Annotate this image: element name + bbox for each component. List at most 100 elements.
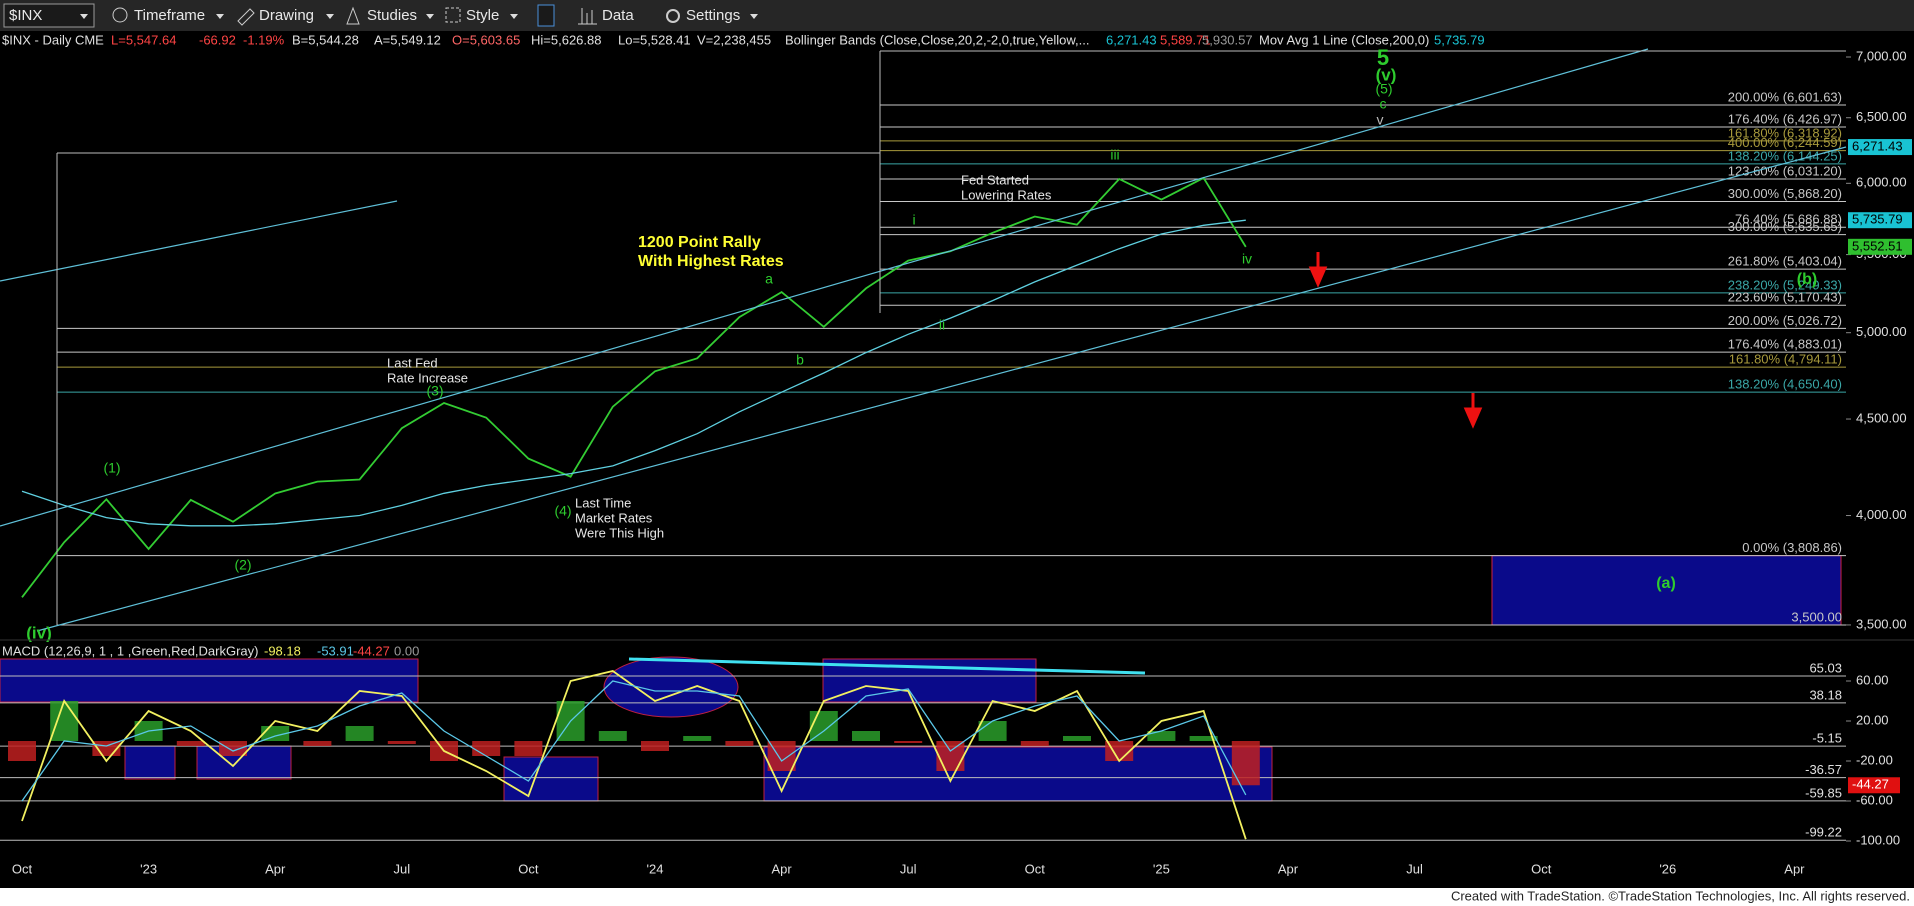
histogram-bar (683, 736, 712, 741)
red-arrow (1463, 393, 1483, 429)
symbol[interactable]: $INX (9, 7, 42, 24)
series-line (21, 176, 1247, 598)
y-tick-label: 60.00 (1856, 672, 1889, 687)
price-tag-label: 6,271.43 (1852, 138, 1903, 153)
x-tick-label: Jul (900, 861, 917, 876)
wave-label: c (1380, 96, 1387, 112)
x-tick-label: Jul (393, 861, 410, 876)
fib-label: 3,500.00 (1791, 609, 1842, 624)
y-tick-label: 6,500.00 (1856, 109, 1907, 124)
fib-label: 223.60% (5,170.43) (1728, 290, 1842, 305)
wave-label: ii (939, 317, 945, 333)
macd-level-label: 65.03 (1809, 660, 1842, 675)
wave-label: (iv) (26, 623, 52, 642)
y-tick-label: -20.00 (1856, 752, 1893, 767)
fib-label: 176.40% (6,426.97) (1728, 111, 1842, 126)
red-arrow (1308, 252, 1328, 288)
histogram-bar (303, 741, 332, 746)
highlight-box (124, 745, 176, 780)
fib-label: 161.80% (6,318.92) (1728, 125, 1842, 140)
channel-line (0, 200, 398, 282)
highlight-ellipse (603, 656, 739, 718)
macd-level-label: -36.57 (1805, 762, 1842, 777)
fib-label: 238.20% (5,249.33) (1728, 277, 1842, 292)
fib-label: 138.20% (6,144.25) (1728, 148, 1842, 163)
fib-label: 176.40% (4,883.01) (1728, 337, 1842, 352)
channel-line (36, 146, 1847, 632)
x-tick-label: Oct (12, 861, 33, 876)
histogram-bar (50, 701, 79, 741)
style-icon (445, 7, 461, 23)
annotation: 1200 Point Rally (638, 234, 761, 251)
wave-label: i (912, 212, 915, 228)
quote: Hi=5,626.88 (531, 32, 601, 47)
x-tick-label: Apr (1784, 861, 1805, 876)
wave-label: v (1377, 112, 1384, 128)
wave-label: (3) (426, 383, 443, 399)
fib-label: 161.80% (4,794.11) (1729, 352, 1842, 367)
menu-item[interactable]: Settings (686, 7, 740, 24)
wave-label: b (796, 352, 804, 368)
macd-reading: -53.91 (317, 643, 354, 658)
x-tick-label: '24 (647, 861, 664, 876)
histogram-bar (1105, 741, 1134, 761)
macd-reading: -98.18 (264, 643, 301, 658)
menu-item[interactable]: Timeframe (134, 7, 205, 24)
histogram-bar (1063, 736, 1091, 741)
histogram-bar (936, 741, 965, 771)
wave-label: iv (1242, 251, 1252, 267)
fib-label: 300.00% (5,635.65) (1728, 219, 1842, 234)
menu-item[interactable]: Data (602, 7, 634, 24)
histogram-bar (387, 741, 416, 744)
histogram-bar (641, 741, 669, 751)
settings-icon (666, 9, 680, 23)
histogram-bar (1147, 731, 1176, 741)
macd-reading: -44.27 (353, 643, 390, 658)
wave-label: (a) (1656, 575, 1676, 592)
annotation: Last Fed (387, 355, 438, 370)
x-tick-label: Apr (265, 861, 286, 876)
caret (510, 14, 518, 19)
study-reading: 6,271.43 (1106, 32, 1157, 47)
value-tag (1848, 777, 1900, 794)
menu-item[interactable]: Style (466, 7, 499, 24)
footer: Created with TradeStation. ©TradeStation… (1451, 888, 1910, 903)
annotation: With Highest Rates (638, 253, 784, 270)
symbol-box[interactable] (3, 3, 95, 28)
annotation: Were This High (575, 525, 664, 540)
histogram-bar (176, 741, 205, 746)
value-tag-label: -44.27 (1852, 777, 1889, 792)
caret (80, 14, 88, 19)
x-tick-label: Oct (1025, 861, 1046, 876)
x-tick-label: Apr (771, 861, 792, 876)
x-tick-label: Jul (1406, 861, 1423, 876)
series-line (21, 219, 1246, 527)
y-tick-label: 4,500.00 (1856, 410, 1907, 425)
y-tick-label: 6,000.00 (1856, 175, 1907, 190)
annotation: Fed Started (961, 172, 1029, 187)
histogram-bar (345, 726, 374, 741)
study-reading: 5,930.57 (1202, 32, 1253, 47)
x-tick-label: '26 (1659, 861, 1676, 876)
price-tag (1848, 238, 1912, 255)
quote: -1.19% (243, 32, 285, 47)
quote: -66.92 (199, 32, 236, 47)
fib-label: 300.00% (5,868.20) (1728, 186, 1842, 201)
layout-icon[interactable] (537, 4, 555, 27)
macd-panel: 60.00 20.00 -20.00 -60.00 -100.00 65.03 38.18 -… (0, 660, 1900, 847)
macd-level-label: 38.18 (1809, 687, 1842, 702)
histogram-bar (219, 741, 247, 756)
y-tick-label: -100.00 (1856, 832, 1900, 847)
wave-label: (b) (1797, 271, 1817, 288)
y-tick-label: 7,000.00 (1856, 48, 1907, 63)
menu-item[interactable]: Studies (367, 7, 417, 24)
target-box (1491, 555, 1842, 626)
footer-bar (0, 888, 1914, 906)
timeframe-icon (112, 7, 128, 23)
histogram-bar (514, 741, 543, 756)
macd-level-label: -5.15 (1812, 731, 1842, 746)
menu-item[interactable]: Drawing (259, 7, 314, 24)
fib-label: 0.00% (3,808.86) (1742, 540, 1842, 555)
macd-title: MACD (12,26,9, 1 , 1 ,Green,Red,DarkGray… (2, 643, 258, 658)
